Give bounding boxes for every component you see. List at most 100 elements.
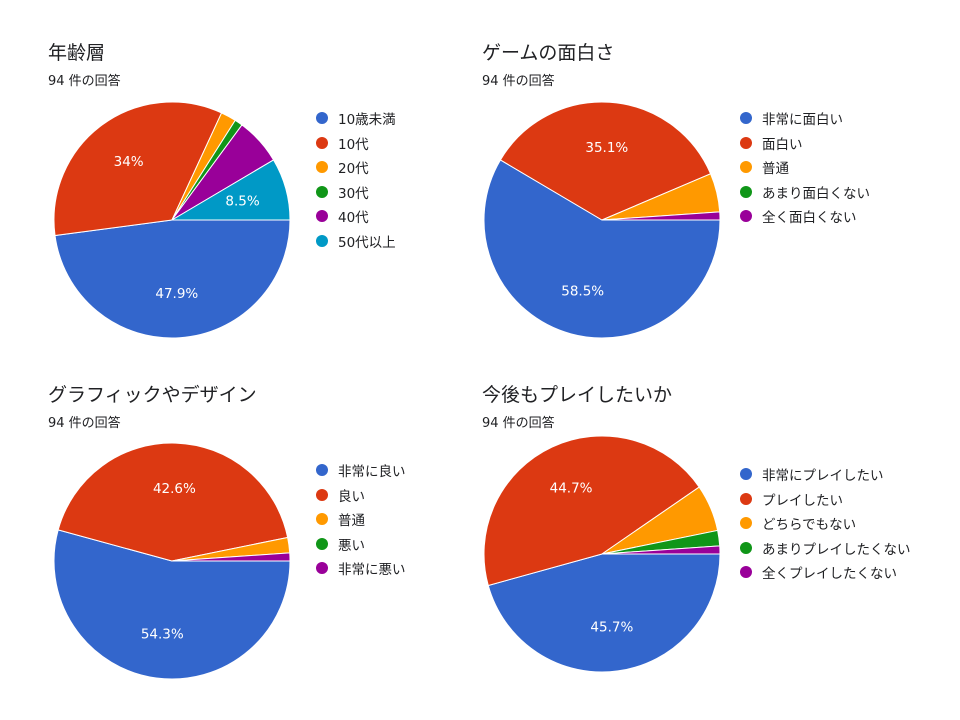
legend-label: 40代 [338,210,369,227]
legend-label: 良い [338,488,365,505]
legend-item: 普通 [740,155,870,180]
legend-item: 20代 [316,155,396,180]
legend-label: 普通 [338,513,365,530]
legend-swatch [740,161,752,174]
chart-title: グラフィックやデザイン [48,384,257,406]
legend-label: 非常に悪い [338,562,406,579]
chart-title: 今後もプレイしたいか [482,384,673,406]
legend: 非常にプレイしたい プレイしたい どちらでもないあまりプレイしたくない 全くプレイした… [740,462,911,585]
legend-label: あまりプレイしたくない [762,541,911,558]
legend-item: 普通 [316,507,406,532]
pie-slice [601,211,721,221]
legend: 10歳未満 10代 20代 30代 40代 50代以上 [316,106,396,253]
pie-chart: 58.5% 35.1% [483,101,721,339]
legend-label: 非常に良い [338,464,406,481]
legend-label: 悪い [338,537,365,554]
legend-label: 全く面白くない [762,210,857,227]
legend-item: 全く面白くない [740,204,870,229]
legend-item: 良い [316,483,406,508]
legend-label: 20代 [338,161,369,178]
legend-swatch [740,136,752,149]
legend-label: 30代 [338,185,369,202]
pie-slice [171,552,291,562]
legend-swatch [316,488,328,501]
legend-label: 非常に面白い [762,112,843,129]
legend-label: 10代 [338,136,369,153]
legend-item: あまりプレイしたくない [740,536,911,561]
legend-swatch [316,210,328,223]
legend-item: あまり面白くない [740,180,870,205]
legend-label: あまり面白くない [762,185,870,202]
legend-item: 全くプレイしたくない [740,560,911,585]
pie-slice [53,529,291,680]
legend-label: プレイしたい [762,492,843,509]
legend-swatch [316,562,328,575]
legend-item: プレイしたい [740,487,911,512]
pie-slice [487,553,721,673]
slice-label: 44.7% [550,481,593,497]
legend-swatch [740,492,752,505]
legend-swatch [740,468,752,481]
legend-item: 30代 [316,180,396,205]
legend-swatch [740,210,752,223]
legend-label: 面白い [762,136,803,153]
legend-item: 面白い [740,131,870,156]
response-count: 94 件の回答 [48,74,121,89]
pie-slice [57,442,289,562]
legend-swatch [316,161,328,174]
legend-item: 非常に面白い [740,106,870,131]
legend-swatch [316,136,328,149]
pie-chart: 47.9% 34% 8.5% [53,101,291,339]
pie-slice [483,159,721,339]
pie-chart: 45.7% 44.7% [483,435,721,673]
legend-swatch [316,234,328,247]
response-count: 94 件の回答 [48,416,121,431]
legend-item: 悪い [316,532,406,557]
legend: 非常に良い良い普通悪い非常に悪い [316,458,406,581]
legend-swatch [316,513,328,526]
slice-label: 45.7% [590,619,633,635]
slice-label: 8.5% [225,194,259,210]
legend-item: 非常にプレイしたい [740,462,911,487]
response-count: 94 件の回答 [482,74,555,89]
slice-label: 54.3% [141,627,184,643]
legend-label: 10歳未満 [338,112,396,129]
legend-swatch [316,464,328,477]
legend-swatch [740,541,752,554]
legend-swatch [740,112,752,125]
legend-item: 非常に悪い [316,556,406,581]
legend-item: どちらでもない [740,511,911,536]
legend-swatch [316,112,328,125]
slice-label: 58.5% [561,284,604,300]
pie-slice [53,101,223,237]
chart-panel-graphics: グラフィックやデザイン 94 件の回答 54.3% 42.6% 非常に良い良い普通… [44,372,514,712]
legend-label: 50代以上 [338,234,396,251]
chart-title: ゲームの面白さ [482,42,615,64]
legend-label: 非常にプレイしたい [762,468,884,485]
legend-item: 40代 [316,204,396,229]
slice-label: 34% [114,154,144,170]
legend: 非常に面白い 面白い普通あまり面白くない 全く面白くない [740,106,870,229]
chart-panel-replay: 今後もプレイしたいか 94 件の回答 45.7% 44.7% 非常にプレイしたいプ… [478,372,948,712]
legend-item: 50代以上 [316,229,396,254]
pie-slice [483,435,700,587]
chart-title: 年齢層 [48,42,106,64]
pie-chart: 54.3% 42.6% [53,442,291,680]
legend-swatch [316,537,328,550]
legend-label: 全くプレイしたくない [762,566,897,583]
legend-label: 普通 [762,161,789,178]
response-count: 94 件の回答 [482,416,555,431]
pie-slice [170,159,291,221]
pie-slice [499,101,712,221]
chart-panel-fun: ゲームの面白さ 94 件の回答 58.5% 35.1% 非常に面白い 面白い普通あま… [478,30,948,370]
chart-panel-age: 年齢層 94 件の回答 47.9% 34% 8.5% 10歳未満 10代 20代 30代 4… [44,30,514,370]
legend-swatch [740,566,752,579]
legend-label: どちらでもない [762,517,857,534]
legend-item: 10歳未満 [316,106,396,131]
legend-item: 非常に良い [316,458,406,483]
legend-swatch [740,517,752,530]
legend-item: 10代 [316,131,396,156]
pie-slice [601,545,721,555]
pie-slice [54,219,291,339]
legend-swatch [740,185,752,198]
